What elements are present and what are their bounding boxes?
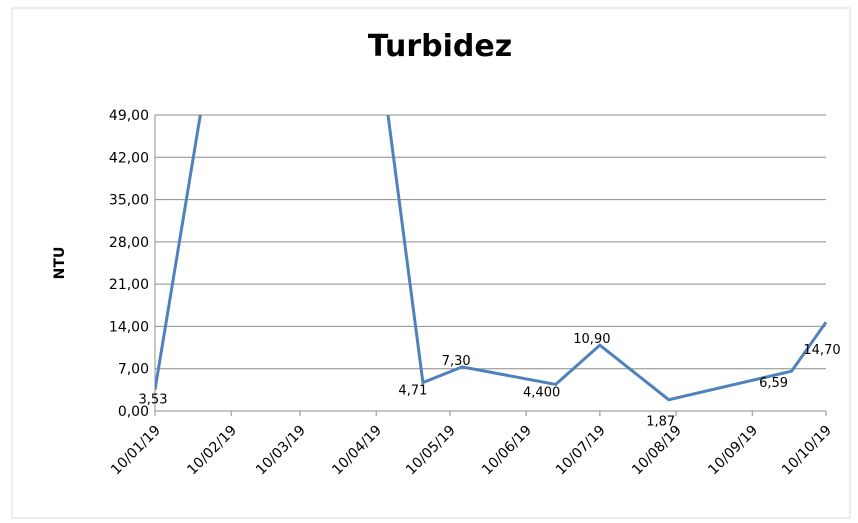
plot-area: [155, 115, 828, 402]
y-tick-label: 28,00: [109, 235, 149, 251]
y-tick-label: 14,00: [109, 319, 149, 335]
data-label: 1,87: [646, 415, 675, 430]
series-line: [155, 115, 828, 402]
y-tick-label: 0,00: [118, 404, 149, 420]
y-tick-label: 49,00: [109, 108, 149, 124]
y-tick-label: 42,00: [109, 150, 149, 166]
y-tick-label: 21,00: [109, 277, 149, 293]
data-label: 10,90: [573, 332, 610, 347]
data-label: 4,400: [523, 385, 560, 400]
data-label: 14,70: [803, 343, 840, 358]
data-label: 4,71: [398, 384, 427, 399]
y-axis-label: NTU: [52, 247, 68, 280]
chart-frame: [11, 7, 851, 519]
data-label: 7,30: [442, 354, 471, 369]
chart-title: Turbidez: [368, 29, 512, 64]
data-label: 6,59: [759, 376, 788, 391]
data-label: 3,53: [139, 393, 168, 408]
y-tick-label: 35,00: [109, 193, 149, 209]
y-tick-label: 7,00: [118, 362, 149, 378]
